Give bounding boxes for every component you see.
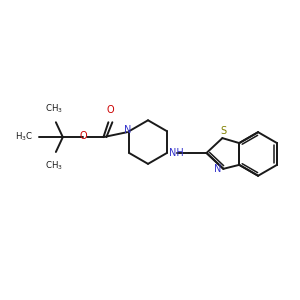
Text: CH$_3$: CH$_3$	[45, 103, 63, 115]
Text: CH$_3$: CH$_3$	[45, 160, 63, 172]
Text: NH: NH	[169, 148, 184, 158]
Text: O: O	[106, 105, 114, 115]
Text: N: N	[124, 125, 132, 135]
Text: O: O	[80, 131, 87, 141]
Text: S: S	[220, 126, 226, 136]
Text: H$_3$C: H$_3$C	[15, 131, 33, 143]
Text: N: N	[214, 164, 221, 174]
